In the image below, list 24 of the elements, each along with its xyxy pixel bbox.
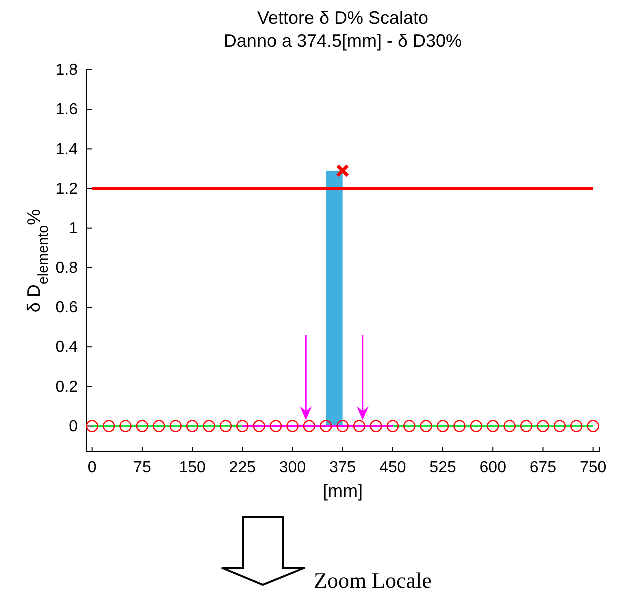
x-tick-label: 375 — [329, 459, 356, 476]
x-tick-label: 300 — [279, 459, 306, 476]
x-tick-label: 225 — [229, 459, 256, 476]
y-tick-label: 0 — [69, 418, 78, 436]
text: Zoom Locale — [314, 568, 432, 593]
x-tick-label: 675 — [530, 459, 557, 476]
x-axis-title: [mm] — [323, 481, 363, 501]
y-tick-label: 0.8 — [56, 260, 78, 278]
x-tick-label: 150 — [179, 459, 206, 476]
y-tick-label: 0.2 — [56, 378, 78, 396]
y-tick-label: 1.4 — [56, 141, 78, 158]
x-tick-label: 75 — [134, 459, 152, 476]
y-tick-label: 1.6 — [56, 102, 78, 119]
x-tick-label: 525 — [430, 459, 456, 476]
x-tick-label: 450 — [380, 459, 406, 476]
chart-title: Vettore δ D% Scalato Danno a 374.5[mm] - δ D30% — [224, 8, 462, 51]
x-tick-label: 600 — [480, 459, 507, 476]
y-tick-label: 1 — [69, 220, 78, 238]
x-tick-label: 750 — [580, 459, 607, 476]
x-tick-label: 0 — [88, 459, 97, 476]
y-tick-label: 1.2 — [56, 180, 78, 198]
y-tick-label: 0.6 — [56, 300, 78, 317]
y-tick-label: 0.4 — [56, 339, 78, 356]
y-tick-label: 1.8 — [56, 62, 78, 80]
